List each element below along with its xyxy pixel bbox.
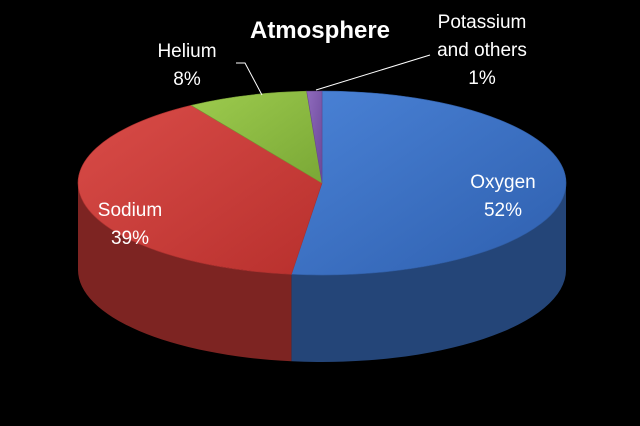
pie-sides bbox=[78, 183, 566, 362]
slice-value-potassium-and-others: 1% bbox=[468, 68, 496, 89]
slice-name-potassium-and-others: Potassium bbox=[438, 12, 527, 33]
leader-line-helium bbox=[236, 62, 263, 96]
pie-side-sodium bbox=[78, 183, 292, 362]
pie-tops bbox=[77, 90, 567, 276]
slice-label-potassium-and-others: Potassium and others 1% bbox=[437, 12, 527, 89]
pie-slice-sodium bbox=[77, 105, 323, 275]
pie-side-oxygen bbox=[291, 183, 566, 362]
leader-lines bbox=[236, 54, 431, 96]
slice-name-oxygen: Oxygen bbox=[470, 172, 535, 193]
slice-value-sodium: 39% bbox=[111, 228, 149, 249]
slice-labels: Oxygen 52% Sodium 39% Helium 8% Potassium and o… bbox=[98, 12, 536, 249]
slice-value-helium: 8% bbox=[173, 69, 201, 90]
leader-line-potassium-and-others bbox=[315, 54, 431, 91]
pie-slice-helium bbox=[190, 90, 323, 184]
slice-name-potassium-and-others: and others bbox=[437, 40, 527, 61]
chart-title: Atmosphere bbox=[250, 17, 390, 44]
slice-value-oxygen: 52% bbox=[484, 200, 522, 221]
slice-name-sodium: Sodium bbox=[98, 200, 162, 221]
slice-label-sodium: Sodium 39% bbox=[98, 200, 162, 249]
slice-label-helium: Helium 8% bbox=[157, 41, 216, 90]
slice-label-oxygen: Oxygen 52% bbox=[470, 172, 535, 221]
pie-slice-oxygen bbox=[291, 90, 567, 276]
pie-slice-potassium-and-others bbox=[306, 90, 323, 184]
slice-name-helium: Helium bbox=[157, 41, 216, 62]
